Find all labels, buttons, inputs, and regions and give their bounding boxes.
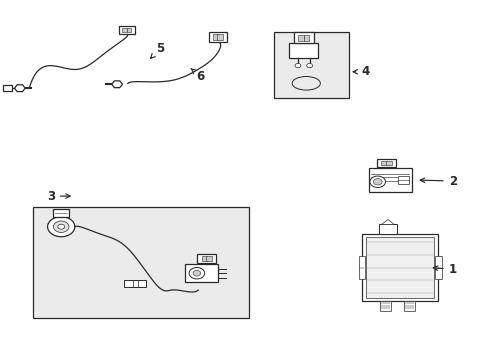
Circle shape bbox=[193, 270, 201, 276]
Bar bbox=[33, 207, 249, 318]
Bar bbox=[376, 159, 395, 167]
Text: 4: 4 bbox=[352, 65, 369, 78]
Bar bbox=[197, 254, 215, 263]
Bar bbox=[381, 161, 386, 165]
Bar bbox=[206, 256, 211, 261]
Circle shape bbox=[369, 176, 385, 188]
Bar bbox=[185, 264, 218, 282]
Circle shape bbox=[372, 179, 381, 185]
Bar bbox=[368, 168, 411, 192]
Bar bbox=[303, 35, 308, 41]
Bar bbox=[212, 34, 218, 40]
Bar bbox=[379, 301, 390, 311]
Polygon shape bbox=[381, 220, 393, 225]
Bar bbox=[386, 161, 391, 165]
Text: 5: 5 bbox=[150, 42, 164, 58]
Bar bbox=[118, 26, 135, 35]
Bar bbox=[122, 27, 127, 32]
Bar bbox=[366, 237, 433, 298]
Text: 6: 6 bbox=[191, 68, 203, 83]
Circle shape bbox=[189, 267, 204, 279]
Circle shape bbox=[53, 221, 69, 233]
Bar bbox=[208, 32, 226, 42]
Bar bbox=[3, 85, 12, 91]
Bar bbox=[362, 234, 437, 301]
Circle shape bbox=[306, 63, 312, 68]
Polygon shape bbox=[112, 81, 122, 88]
Bar bbox=[126, 27, 131, 32]
Bar bbox=[378, 225, 396, 234]
Polygon shape bbox=[15, 85, 25, 91]
Bar bbox=[217, 34, 222, 40]
Bar bbox=[434, 256, 441, 279]
Text: 2: 2 bbox=[419, 175, 456, 188]
Text: 3: 3 bbox=[47, 190, 70, 203]
Bar bbox=[202, 256, 206, 261]
Text: 1: 1 bbox=[432, 263, 456, 276]
Bar bbox=[53, 209, 69, 217]
Bar bbox=[404, 301, 414, 311]
Bar bbox=[298, 35, 304, 41]
Bar bbox=[288, 43, 318, 58]
Bar bbox=[124, 280, 145, 287]
Circle shape bbox=[58, 224, 64, 229]
Bar bbox=[293, 32, 313, 43]
Bar bbox=[397, 176, 408, 184]
Bar bbox=[358, 256, 365, 279]
Bar bbox=[273, 32, 348, 98]
Circle shape bbox=[294, 63, 300, 68]
Circle shape bbox=[47, 217, 75, 237]
